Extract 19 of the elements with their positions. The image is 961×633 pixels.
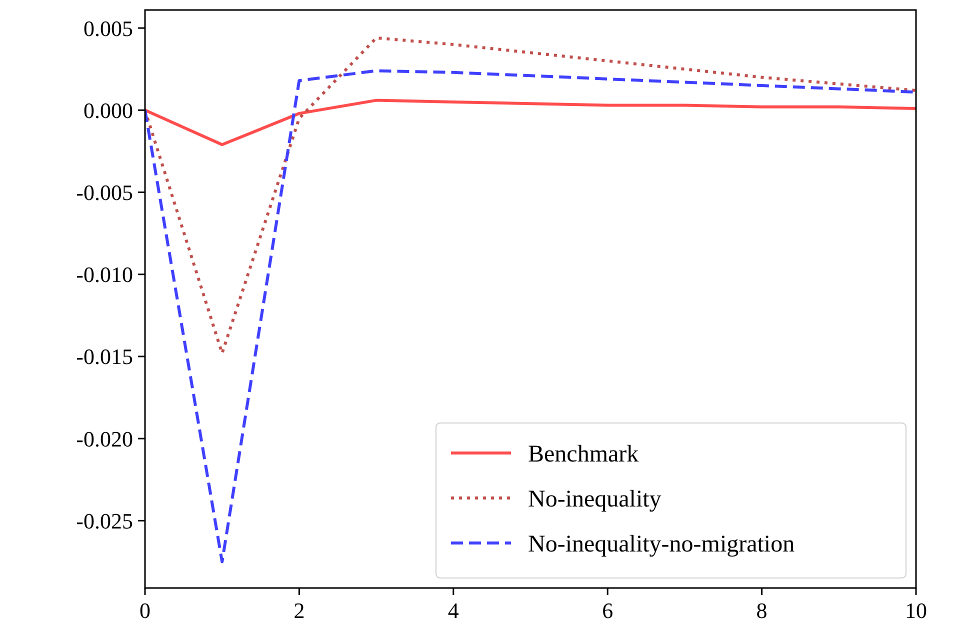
legend-label: No-inequality-no-migration	[528, 531, 795, 558]
y-tick-label: -0.020	[76, 426, 133, 452]
x-tick-label: 10	[905, 598, 927, 623]
line-series	[145, 98, 916, 146]
line-series	[145, 69, 916, 564]
x-tick-label: 6	[602, 598, 614, 623]
legend-label: No-inequality	[528, 486, 662, 512]
y-tick-label: -0.025	[76, 508, 133, 534]
line-series	[145, 36, 916, 355]
x-tick-label: 2	[294, 598, 305, 623]
x-tick-label: 4	[448, 598, 459, 623]
y-tick-label: 0.005	[84, 16, 133, 41]
y-tick-label: -0.005	[76, 180, 133, 205]
x-tick-label: 8	[756, 598, 768, 623]
y-tick-label: 0.000	[84, 98, 133, 123]
legend-label: Benchmark	[528, 441, 639, 468]
y-tick-label: -0.010	[76, 262, 133, 288]
y-tick-label: -0.015	[76, 344, 133, 370]
x-tick-label: 0	[140, 598, 150, 623]
